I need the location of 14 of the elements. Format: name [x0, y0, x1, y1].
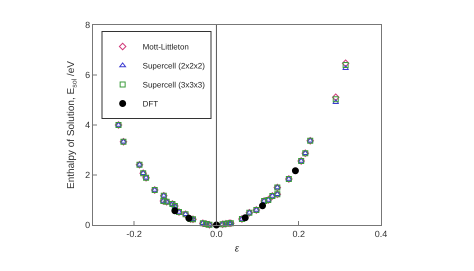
y-tick-label: 4: [85, 120, 90, 130]
legend-label: Mott-Littleton: [142, 42, 189, 52]
y-tick-label: 8: [85, 20, 90, 30]
legend-label: DFT: [142, 100, 158, 109]
y-tick-label: 6: [85, 70, 90, 80]
legend-label: Supercell (3x3x3): [142, 80, 206, 90]
x-tick-label: 0.0: [210, 228, 223, 239]
y-tick-label: 2: [85, 170, 90, 180]
x-tick-label: 0.4: [374, 228, 388, 239]
x-axis-title: ε: [234, 243, 240, 254]
x-tick-label: 0.2: [292, 228, 305, 239]
legend-label: Supercell (2x2x2): [142, 62, 206, 71]
x-tick-label: -0.2: [126, 228, 142, 239]
y-tick-label: 0: [85, 220, 90, 230]
